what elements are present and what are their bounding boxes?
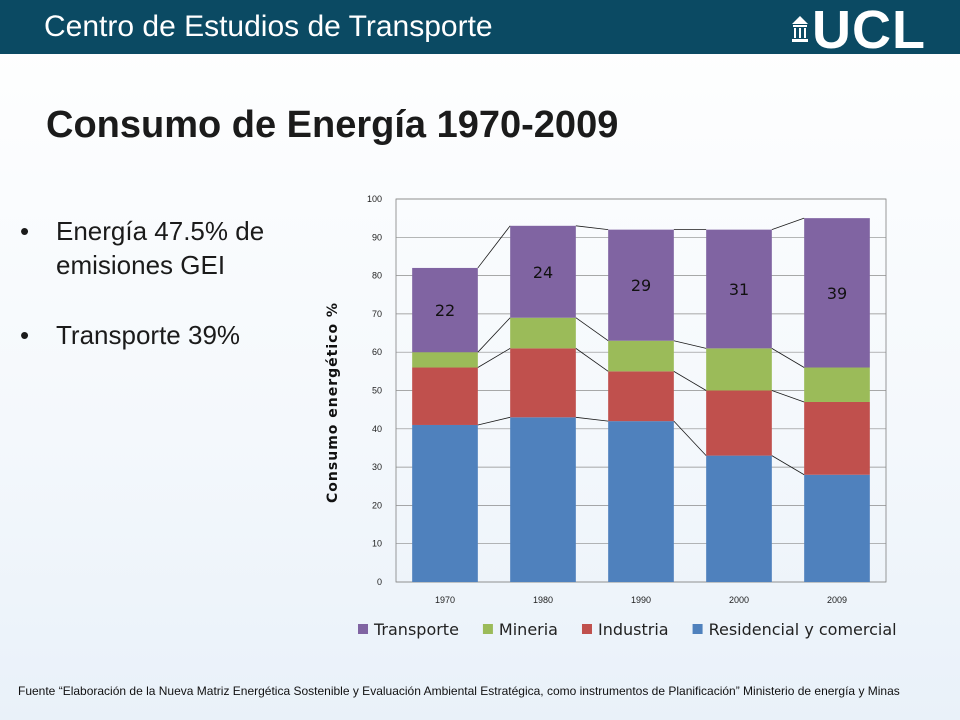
x-tick-label: 2009 <box>827 595 847 605</box>
series-line-mineria <box>575 317 609 342</box>
series-line-residencial-y-comercial <box>575 416 609 422</box>
y-tick-label: 60 <box>372 347 382 357</box>
legend-label-transporte: Transporte <box>373 620 459 639</box>
data-label-transporte-1970: 22 <box>435 301 455 320</box>
series-line-transporte <box>477 225 511 269</box>
x-tick-label: 2000 <box>729 595 749 605</box>
series-line-transporte <box>771 217 805 231</box>
y-tick-label: 10 <box>372 539 382 549</box>
bar-mineria-1990 <box>608 340 674 372</box>
bar-industria-1990 <box>608 371 674 422</box>
bar-industria-2009 <box>804 401 870 475</box>
y-tick-label: 80 <box>372 271 382 281</box>
legend-swatch-mineria <box>482 624 493 634</box>
bar-mineria-2009 <box>804 367 870 402</box>
bar-industria-2000 <box>706 390 772 456</box>
bullet-item: • Transporte 39% <box>20 318 290 352</box>
bullet-icon: • <box>20 216 30 246</box>
legend-label-residencial-y-comercial: Residencial y comercial <box>709 620 897 639</box>
bar-residencial-y-comercial-1970 <box>412 424 478 582</box>
bar-transporte-2000 <box>706 229 772 349</box>
bar-industria-1970 <box>412 367 478 425</box>
y-tick-label: 70 <box>372 309 382 319</box>
series-line-industria <box>477 348 511 368</box>
data-label-transporte-2009: 39 <box>827 284 847 303</box>
legend-swatch-residencial-y-comercial <box>692 624 703 634</box>
y-tick-label: 20 <box>372 500 382 510</box>
data-label-transporte-1980: 24 <box>533 263 553 282</box>
series-line-transporte <box>575 225 609 231</box>
bar-residencial-y-comercial-1990 <box>608 421 674 582</box>
y-tick-label: 90 <box>372 232 382 242</box>
series-line-residencial-y-comercial <box>477 416 511 426</box>
series-line-mineria <box>673 340 707 349</box>
bullet-text: Transporte 39% <box>56 320 241 350</box>
y-axis-label: Consumo energético % <box>325 302 341 503</box>
series-line-residencial-y-comercial <box>771 455 805 476</box>
bullet-list: • Energía 47.5% de emisiones GEI • Trans… <box>20 214 290 388</box>
legend-label-industria: Industria <box>598 620 669 639</box>
legend-label-mineria: Mineria <box>499 620 558 639</box>
x-tick-label: 1980 <box>533 595 553 605</box>
bar-mineria-2000 <box>706 348 772 391</box>
y-tick-label: 50 <box>372 386 382 396</box>
bar-transporte-1980 <box>510 225 576 318</box>
data-label-transporte-1990: 29 <box>631 276 651 295</box>
bar-residencial-y-comercial-1980 <box>510 417 576 582</box>
bullet-text: Energía 47.5% de emisiones GEI <box>56 216 265 280</box>
header-bar: Centro de Estudios de Transporte UCL <box>0 0 960 60</box>
bar-transporte-1970 <box>412 267 478 353</box>
header-title: Centro de Estudios de Transporte <box>44 10 493 43</box>
logo-text: UCL <box>812 0 926 60</box>
x-tick-label: 1970 <box>435 595 455 605</box>
x-tick-label: 1990 <box>631 595 651 605</box>
series-line-mineria <box>477 317 511 353</box>
bullet-item: • Energía 47.5% de emisiones GEI <box>20 214 290 282</box>
bar-mineria-1980 <box>510 317 576 349</box>
page-title: Consumo de Energía 1970-2009 <box>46 104 619 146</box>
bar-residencial-y-comercial-2009 <box>804 474 870 582</box>
series-line-industria <box>673 371 707 391</box>
legend-swatch-industria <box>581 624 592 634</box>
y-tick-label: 100 <box>367 194 382 204</box>
data-label-transporte-2000: 31 <box>729 280 749 299</box>
bar-mineria-1970 <box>412 352 478 368</box>
series-line-industria <box>771 390 805 403</box>
bar-residencial-y-comercial-2000 <box>706 455 772 582</box>
legend-swatch-transporte <box>358 624 368 634</box>
bar-transporte-2009 <box>804 218 870 368</box>
portico-icon <box>792 16 808 42</box>
series-line-mineria <box>771 348 805 368</box>
y-tick-label: 40 <box>372 424 382 434</box>
source-footnote: Fuente “Elaboración de la Nueva Matriz E… <box>18 684 900 698</box>
ucl-logo: UCL <box>790 0 950 60</box>
y-tick-label: 30 <box>372 462 382 472</box>
series-line-industria <box>575 348 609 372</box>
bullet-icon: • <box>20 320 30 350</box>
energy-chart: 0 10 20 30 40 50 60 70 80 90 100 Consumo energético… <box>325 194 897 639</box>
bar-transporte-1990 <box>608 229 674 341</box>
series-line-residencial-y-comercial <box>673 420 707 456</box>
y-tick-label: 0 <box>377 577 382 587</box>
bar-industria-1980 <box>510 348 576 418</box>
